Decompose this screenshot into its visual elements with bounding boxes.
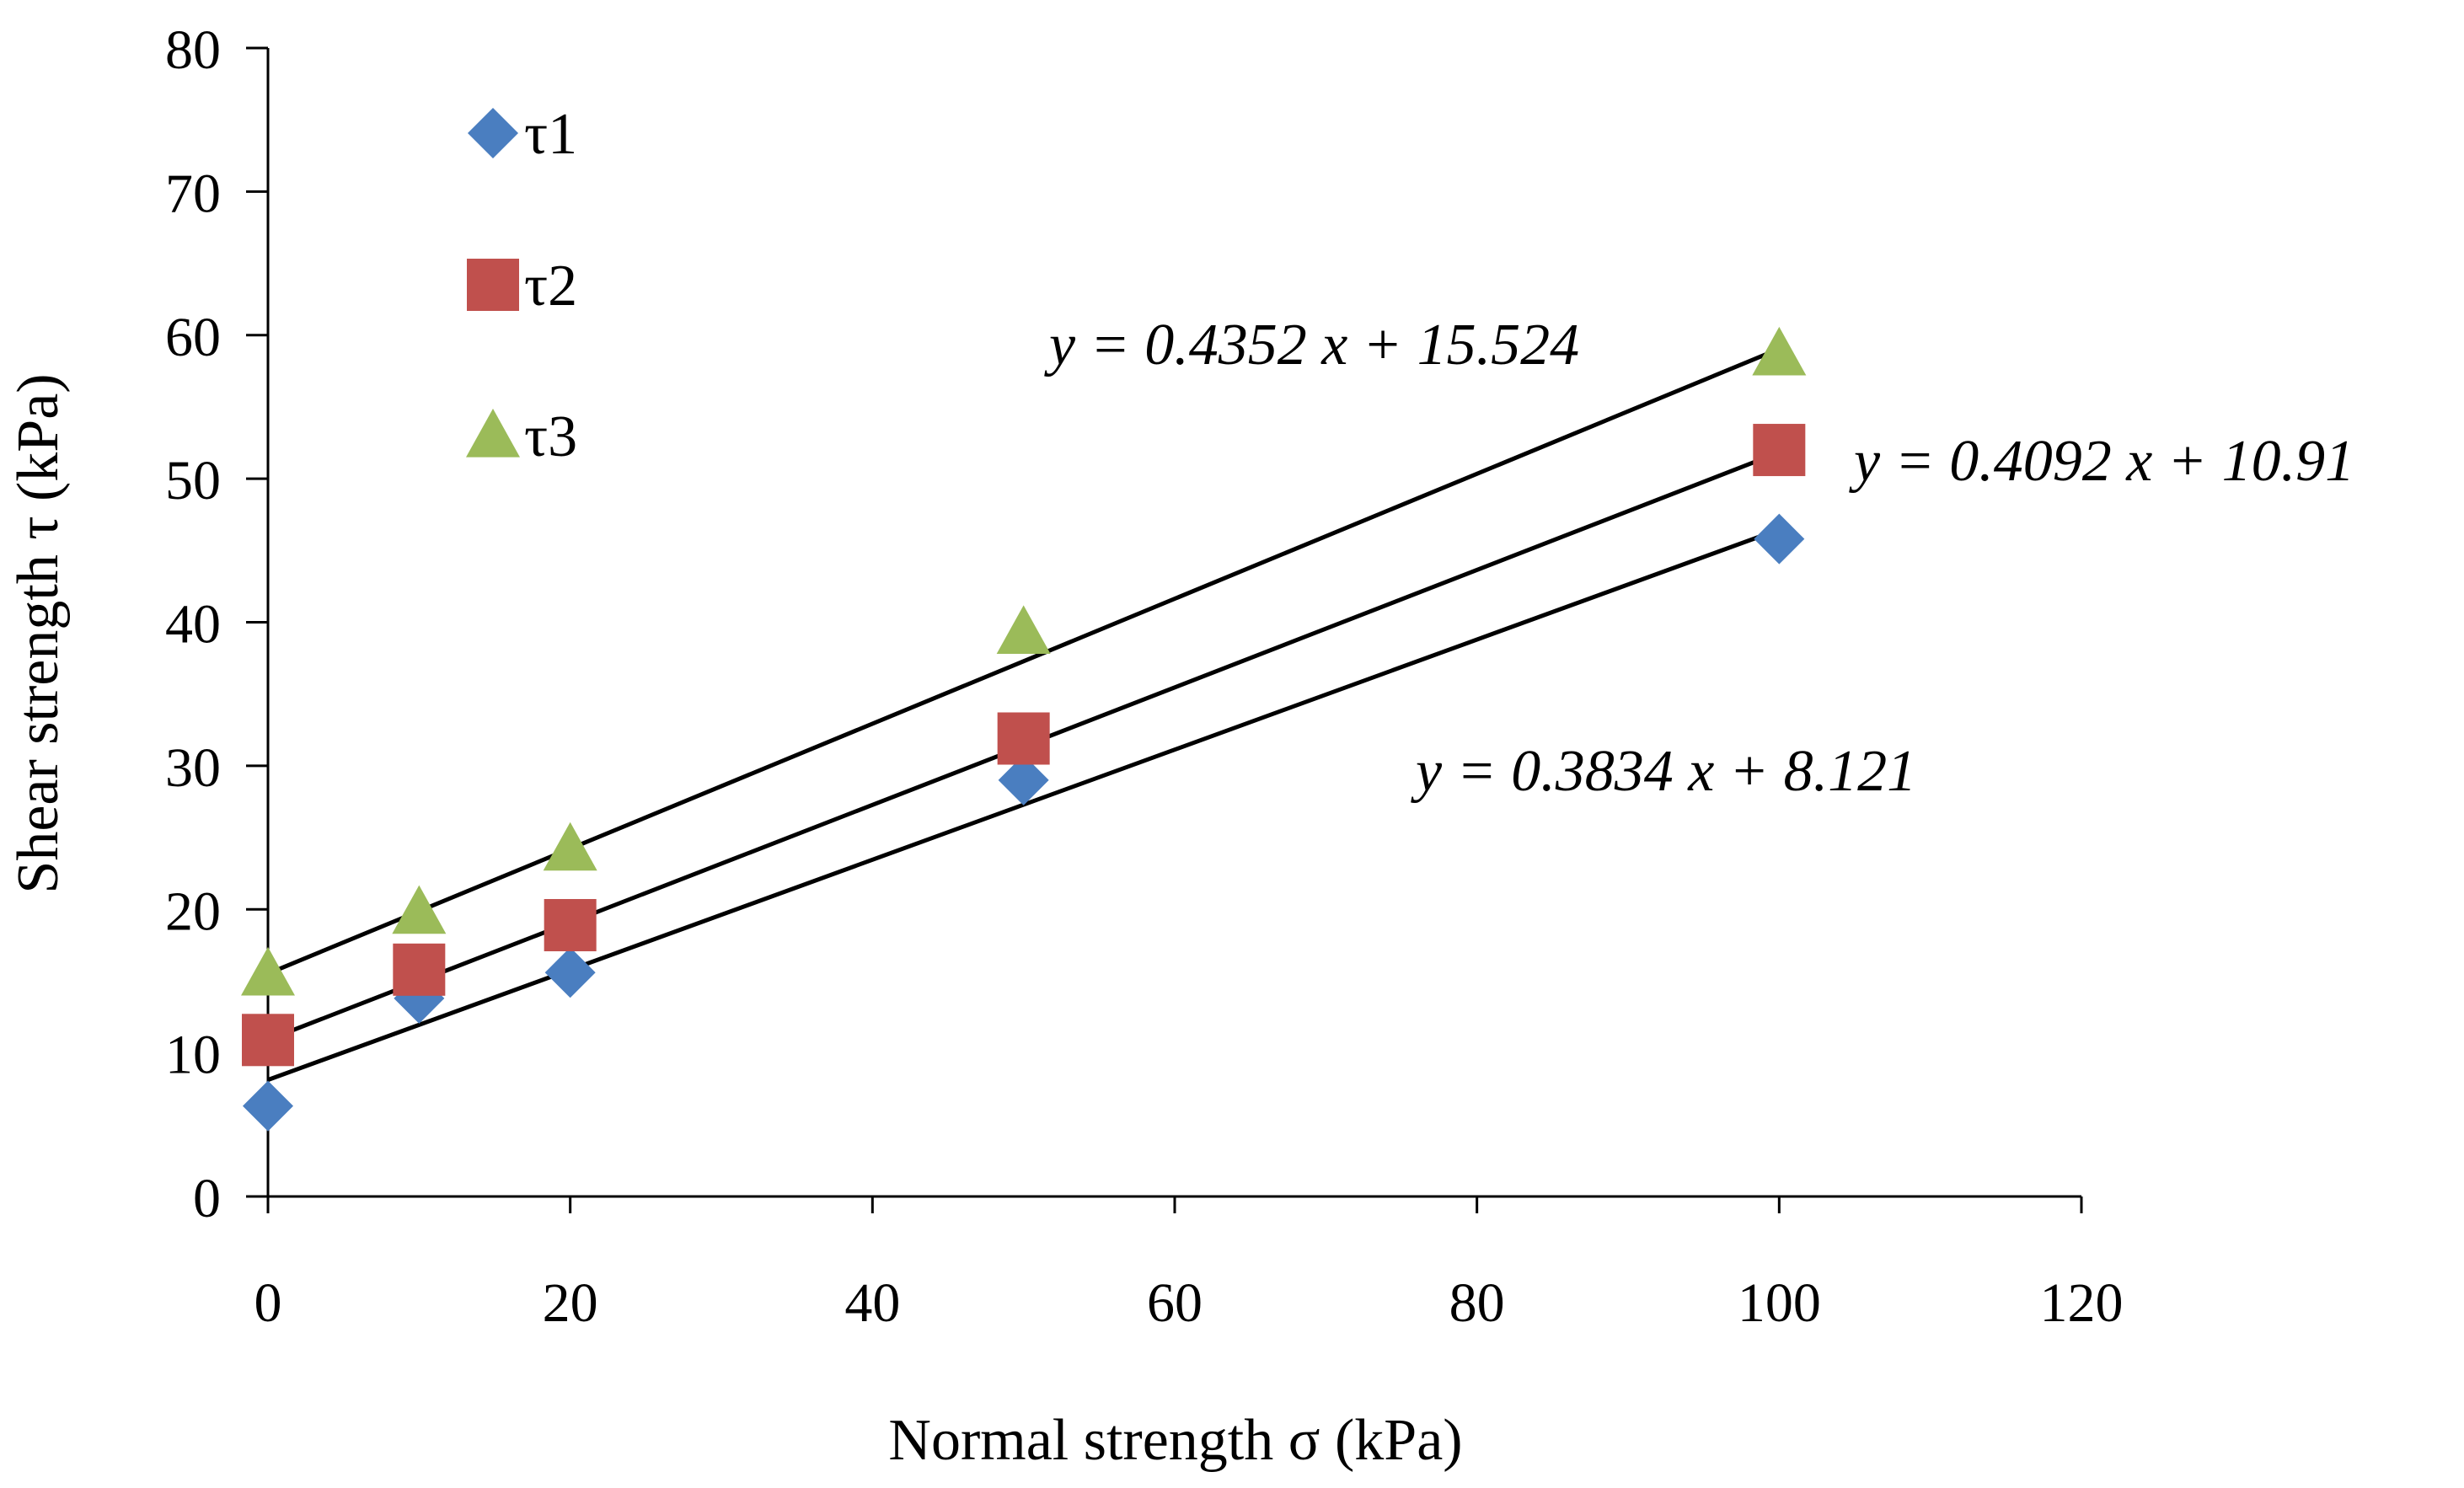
- legend-marker: [467, 259, 519, 311]
- data-point: [392, 885, 447, 934]
- trendline-equation-label: y = 0.4092 x + 10.91: [1849, 429, 2354, 494]
- data-point: [544, 947, 596, 998]
- data-point: [241, 946, 295, 996]
- x-axis-title: Normal strength σ (kPa): [888, 1408, 1462, 1473]
- x-tick-label: 100: [1738, 1272, 1821, 1334]
- trendline: [267, 346, 1781, 976]
- x-tick-label: 20: [543, 1272, 598, 1334]
- legend-label: τ2: [524, 254, 577, 318]
- data-point: [998, 754, 1049, 806]
- y-tick-label: 60: [165, 307, 221, 368]
- axes: 0 20 40 60 80 100 120 0 10 20 30 40 50 60 70 80: [165, 19, 2124, 1334]
- legend-item: τ2: [467, 254, 577, 318]
- trendline-equation-label: y = 0.4352 x + 15.524: [1044, 313, 1579, 377]
- data-point: [997, 712, 1050, 765]
- data-point: [243, 1080, 293, 1132]
- x-tick-label: 40: [844, 1272, 900, 1334]
- x-tick-label: 0: [254, 1272, 282, 1334]
- data-point: [544, 898, 597, 951]
- trendline-equation-label: y = 0.3834 x + 8.121: [1411, 739, 1916, 804]
- legend-marker: [468, 108, 518, 158]
- y-axis-title: Shear strength τ (kPa): [6, 373, 71, 893]
- series-3-markers: [241, 326, 1807, 996]
- data-point: [996, 605, 1051, 655]
- y-tick-label: 70: [165, 163, 221, 224]
- legend-item: τ1: [468, 102, 577, 167]
- data-point: [1752, 326, 1807, 376]
- legend: τ1 τ2 τ3: [466, 102, 577, 469]
- y-tick-label: 30: [165, 737, 221, 799]
- data-point: [1754, 513, 1805, 565]
- data-markers: [241, 326, 1807, 1132]
- data-point: [242, 1014, 294, 1067]
- data-point: [393, 943, 446, 996]
- data-point: [1753, 424, 1806, 477]
- y-tick-label: 20: [165, 880, 221, 942]
- legend-label: τ3: [524, 404, 577, 469]
- y-tick-label: 10: [165, 1025, 221, 1086]
- legend-label: τ1: [524, 102, 577, 167]
- x-tick-label: 80: [1449, 1272, 1505, 1334]
- legend-item: τ3: [466, 404, 577, 469]
- x-tick-label: 60: [1147, 1272, 1203, 1334]
- legend-marker: [466, 409, 520, 458]
- series-2-markers: [242, 424, 1806, 1067]
- y-tick-label: 40: [165, 594, 221, 656]
- x-tick-label: 120: [2040, 1272, 2124, 1334]
- y-tick-label: 0: [193, 1168, 221, 1229]
- trendline-equations: y = 0.3834 x + 8.121 y = 0.4092 x + 10.91…: [1044, 313, 2354, 804]
- y-tick-label: 80: [165, 19, 221, 81]
- y-tick-label: 50: [165, 450, 221, 511]
- data-point: [543, 822, 597, 871]
